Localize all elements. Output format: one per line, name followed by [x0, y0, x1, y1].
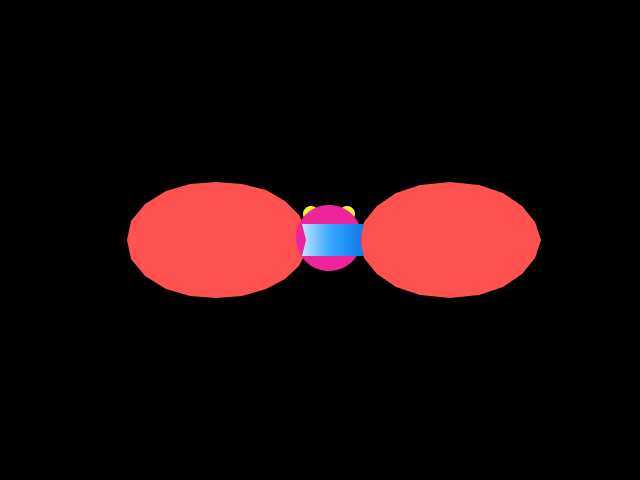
right-red-ellipse	[360, 182, 541, 298]
blue-cylinder-band	[302, 224, 364, 256]
left-red-ellipse	[127, 182, 307, 298]
